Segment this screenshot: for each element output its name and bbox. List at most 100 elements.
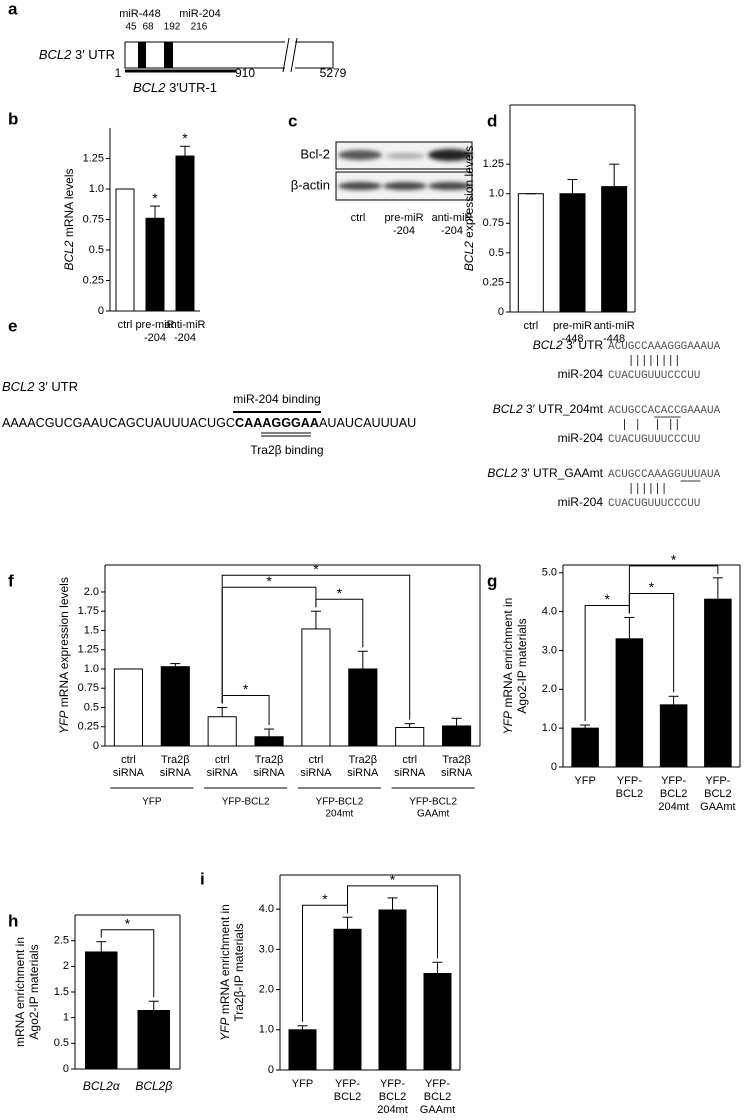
blot-row-label: Bcl-2 xyxy=(300,146,330,161)
significance-star: * xyxy=(322,891,328,907)
blot-band xyxy=(385,153,425,159)
label-rest: expression levels xyxy=(462,146,476,241)
label-rest: mRNA enrichment in xyxy=(501,598,515,711)
bar xyxy=(601,186,628,313)
alignment-name: BCL2 3′ UTR_204mt xyxy=(493,402,604,416)
x-tick-label: BCL2 xyxy=(334,1091,362,1103)
mirna-name: miR-204 xyxy=(558,495,604,509)
italic-term: BCL2 xyxy=(133,80,166,95)
bar xyxy=(615,638,644,768)
bar xyxy=(704,598,732,768)
sequence-segment: AAAACGUCGAAUCAGCUAUUUACUGC xyxy=(2,416,235,430)
x-tick-label: siRNA xyxy=(347,767,379,779)
y-tick-label: 1.0 xyxy=(489,188,504,200)
bar xyxy=(378,909,407,1071)
y-tick-label: 1 xyxy=(63,1012,69,1024)
y-axis-label: YFP mRNA enrichment in xyxy=(218,904,232,1041)
target-sequence: ACUGCCACACCGAAAUA xyxy=(608,405,721,417)
nt-position: 5279 xyxy=(320,66,347,80)
y-tick-label: 5.0 xyxy=(542,567,557,579)
y-tick-label: 2.0 xyxy=(542,683,557,695)
lane-label: pre-miR xyxy=(384,212,423,224)
sequence-segment: AUAUCAUUUAU xyxy=(319,416,416,430)
mirna-sequence: CUACUGUUUCCCUU xyxy=(608,498,700,510)
bar xyxy=(207,716,237,747)
x-tick-label: BCL2β xyxy=(135,1079,172,1093)
x-tick-label: siRNA xyxy=(394,767,426,779)
y-tick-label: 0.75 xyxy=(483,217,504,229)
italic-term: BCL2 xyxy=(462,241,476,271)
mir-site-label: miR-204 binding xyxy=(233,392,320,406)
panel-letter: i xyxy=(200,869,205,888)
y-tick-label: 1.5 xyxy=(54,986,69,998)
x-tick-label: YFP xyxy=(292,1078,313,1090)
y-axis-label: BCL2 mRNA levels xyxy=(62,168,76,270)
italic-term: BCL2 xyxy=(533,338,563,352)
x-tick-label: siRNA xyxy=(300,767,332,779)
group-label: YFP-BCL2 xyxy=(222,797,270,808)
significance-bracket xyxy=(347,885,438,959)
blot-band xyxy=(428,149,472,161)
panel-letter: d xyxy=(487,111,497,130)
bar xyxy=(442,725,472,747)
panel-letter: g xyxy=(487,571,497,590)
x-tick-label: -448 xyxy=(603,333,625,345)
x-tick-label: ctrl xyxy=(215,754,230,766)
mir-site xyxy=(164,42,173,68)
x-tick-label: 204mt xyxy=(658,801,689,813)
y-axis-label: Ago2-IP materials xyxy=(515,618,529,713)
lane-label: -204 xyxy=(441,225,463,237)
significance-star: * xyxy=(313,561,319,577)
y-tick-label: 1.75 xyxy=(78,605,99,617)
label-rest: 3′ UTR_204mt xyxy=(523,402,604,416)
y-tick-label: 4.0 xyxy=(259,903,274,915)
y-tick-label: 0 xyxy=(63,1063,69,1075)
significance-bracket xyxy=(100,929,155,998)
significance-star: * xyxy=(182,130,188,146)
x-tick-label: BCL2 xyxy=(660,788,688,800)
y-tick-label: 1.0 xyxy=(84,663,99,675)
tra2-site-label: Tra2β binding xyxy=(250,443,323,457)
blot-band xyxy=(338,150,382,160)
mir-label: miR-204 xyxy=(179,8,221,20)
bar xyxy=(659,704,688,768)
x-tick-label: YFP- xyxy=(335,1078,360,1090)
sequence-label: BCL2 3′ UTR xyxy=(2,379,78,394)
significance-star: * xyxy=(152,190,158,206)
x-tick-label: 204mt xyxy=(377,1104,408,1116)
bar xyxy=(395,727,425,747)
alignment-name: BCL2 3′ UTR xyxy=(533,338,604,352)
x-tick-label: pre-miR xyxy=(553,320,592,332)
y-tick-label: 2.0 xyxy=(84,586,99,598)
x-tick-label: siRNA xyxy=(441,767,473,779)
bar xyxy=(301,628,331,747)
bar xyxy=(175,155,195,312)
nt-position: 910 xyxy=(235,66,255,80)
y-tick-label: 1.0 xyxy=(542,722,557,734)
break-mark xyxy=(282,37,290,73)
x-tick-label: -204 xyxy=(144,332,166,344)
italic-term: YFP xyxy=(57,711,71,734)
significance-star: * xyxy=(390,872,396,888)
group-label: YFP-BCL2 xyxy=(315,797,363,808)
panel-letter: b xyxy=(8,109,18,128)
x-tick-label: YFP- xyxy=(661,775,686,787)
y-axis-label: Ago2-IP materials xyxy=(27,944,41,1039)
sequence-segment: CAAAGGGAA xyxy=(235,416,319,430)
y-tick-label: 0.25 xyxy=(83,274,104,286)
x-tick-label: Tra2β xyxy=(349,754,378,766)
x-tick-label: pre-miR xyxy=(135,319,174,331)
group-label: GAAmt xyxy=(417,809,449,820)
label-rest: mRNA levels xyxy=(62,168,76,240)
significance-star: * xyxy=(337,585,343,601)
italic-term: YFP xyxy=(218,1018,232,1041)
label-rest: 3′ UTR xyxy=(563,338,604,352)
italic-term: BCL2 xyxy=(39,47,72,62)
x-tick-label: anti-miR xyxy=(594,320,635,332)
significance-star: * xyxy=(649,579,655,595)
y-tick-label: 0 xyxy=(98,305,104,317)
y-axis-label: Tra2β-IP materials xyxy=(232,923,246,1021)
y-tick-label: 0 xyxy=(498,306,504,318)
italic-term: BCL2 xyxy=(493,402,523,416)
significance-star: * xyxy=(671,552,677,568)
